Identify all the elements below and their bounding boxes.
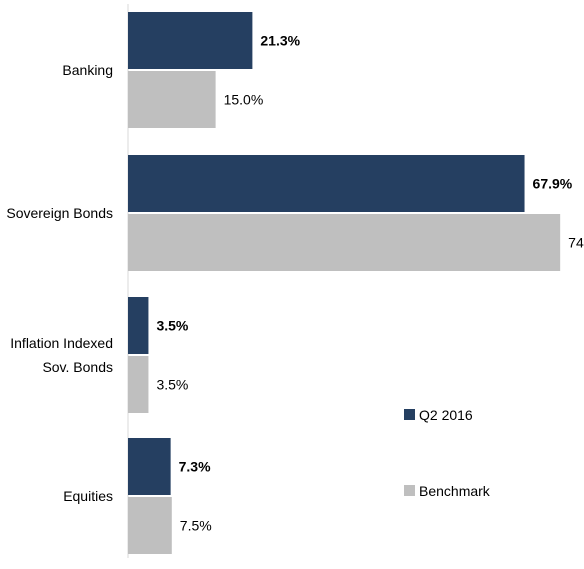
bar-q2-2016-equities xyxy=(128,438,171,495)
data-label-q2-2016-inflation-indexed-sov-bonds: 3.5% xyxy=(156,318,188,334)
category-label-line: Sovereign Bonds xyxy=(6,205,113,221)
data-label-benchmark-sovereign-bonds: 74.0% xyxy=(568,235,584,251)
data-label-q2-2016-equities: 7.3% xyxy=(179,459,211,475)
bars-layer xyxy=(127,4,561,558)
legend-swatch-benchmark xyxy=(404,485,415,496)
bar-benchmark-inflation-indexed-sov-bonds xyxy=(128,356,149,413)
legend-label-q2-2016: Q2 2016 xyxy=(419,407,473,423)
legend: Q2 2016 Benchmark xyxy=(404,407,491,499)
data-label-benchmark-equities: 7.5% xyxy=(180,518,212,534)
bar-benchmark-banking xyxy=(128,71,216,128)
bar-benchmark-sovereign-bonds xyxy=(128,214,561,271)
bar-q2-2016-inflation-indexed-sov-bonds xyxy=(128,297,149,354)
category-label-line: Banking xyxy=(62,62,113,78)
data-label-q2-2016-sovereign-bonds: 67.9% xyxy=(533,176,573,192)
data-label-benchmark-inflation-indexed-sov-bonds: 3.5% xyxy=(156,377,188,393)
category-label-line: Sov. Bonds xyxy=(42,359,113,375)
labels-layer: 21.3% 15.0% Banking 67.9% 74.0% Sovereign Bon… xyxy=(6,33,584,534)
category-label-equities: Equities xyxy=(63,488,113,504)
legend-label-benchmark: Benchmark xyxy=(419,483,491,499)
category-label-inflation-indexed-sov-bonds: Inflation Indexed Sov. Bonds xyxy=(10,335,113,375)
data-label-q2-2016-banking: 21.3% xyxy=(260,33,300,49)
bar-q2-2016-sovereign-bonds xyxy=(128,155,525,212)
bar-q2-2016-banking xyxy=(128,12,253,69)
data-label-benchmark-banking: 15.0% xyxy=(224,92,264,108)
bar-benchmark-equities xyxy=(128,497,172,554)
category-label-line: Inflation Indexed xyxy=(10,335,113,351)
category-label-sovereign-bonds: Sovereign Bonds xyxy=(6,205,113,221)
category-label-line: Equities xyxy=(63,488,113,504)
category-label-banking: Banking xyxy=(62,62,113,78)
legend-swatch-q2-2016 xyxy=(404,409,415,420)
